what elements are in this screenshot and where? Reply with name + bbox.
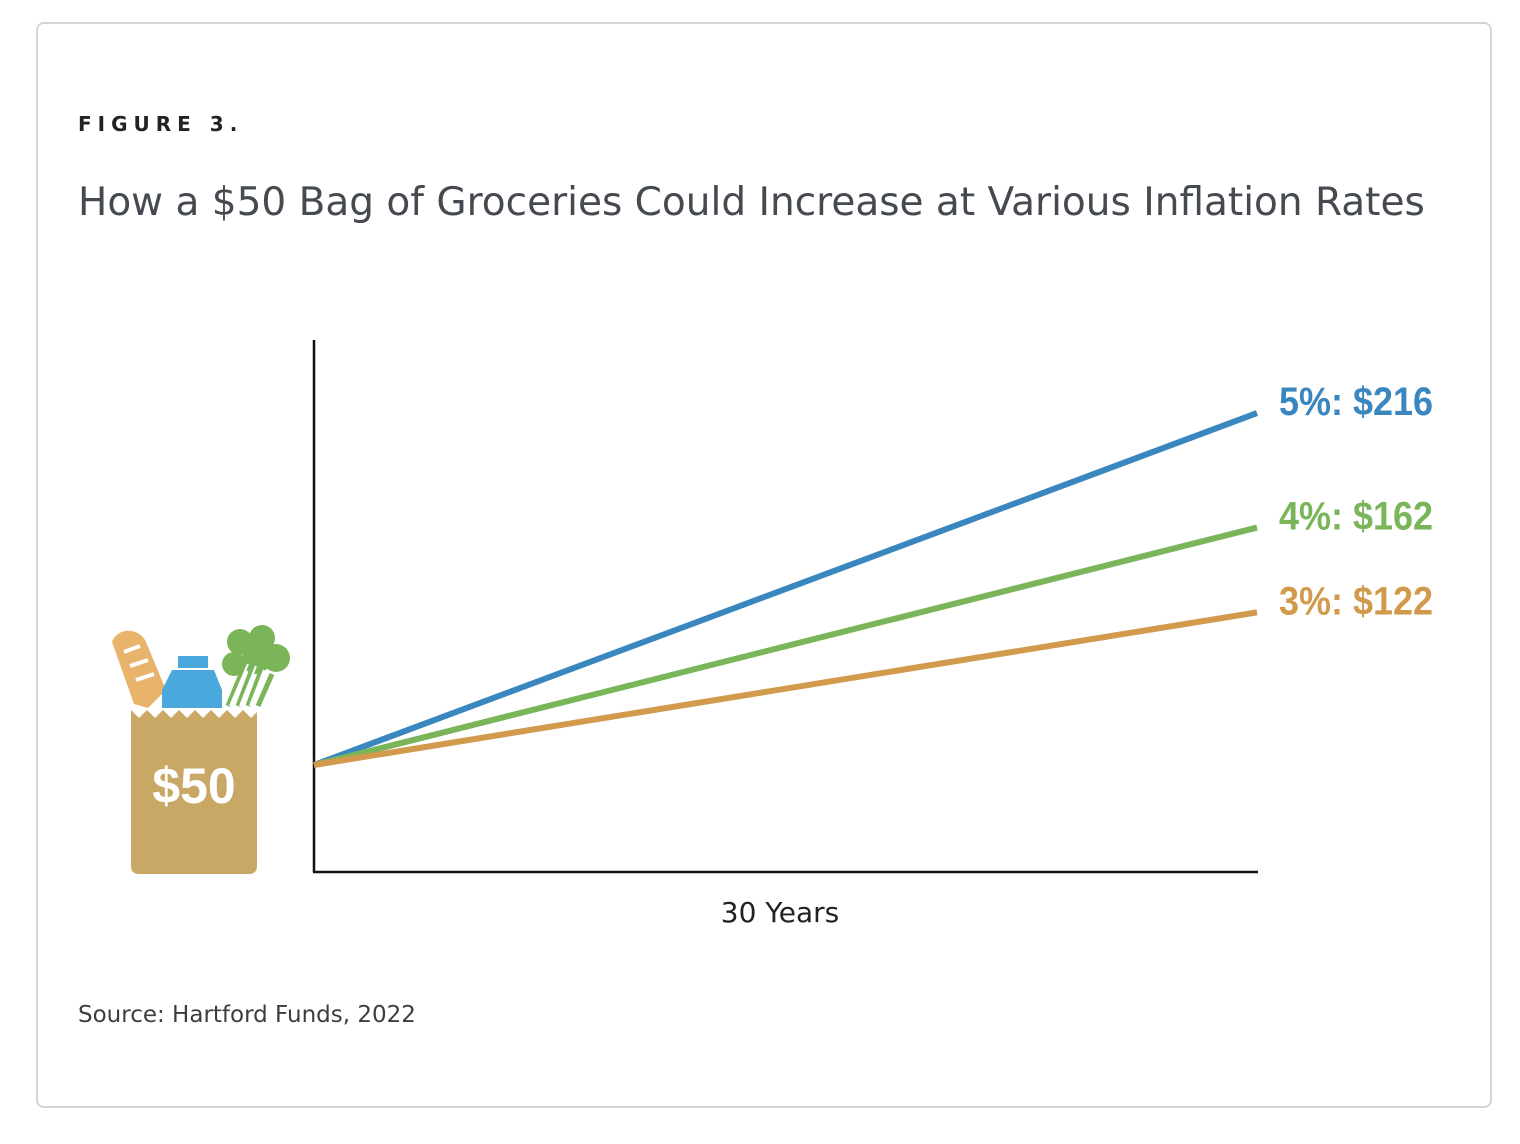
milk-carton-icon — [162, 656, 222, 708]
grocery-bag-icon: $50 — [112, 625, 290, 874]
lettuce-icon — [222, 625, 290, 708]
series-label-3pct: 3%: $122 — [1279, 579, 1433, 623]
series-line-4pct — [313, 524, 1258, 768]
series-label-4pct: 4%: $162 — [1279, 495, 1433, 539]
x-axis-label: 30 Years — [721, 896, 839, 929]
bread-icon — [112, 630, 166, 708]
figure-label: FIGURE 3. — [78, 112, 244, 136]
figure-title: How a $50 Bag of Groceries Could Increas… — [78, 180, 1425, 225]
bag-price-label: $50 — [152, 758, 235, 814]
series-layer: 5%: $216 4%: $162 3%: $122 — [312, 380, 1433, 768]
figure-card — [36, 22, 1492, 1108]
series-line-3pct — [313, 609, 1258, 768]
series-line-5pct — [312, 410, 1259, 768]
series-label-5pct: 5%: $216 — [1279, 380, 1433, 424]
source-note: Source: Hartford Funds, 2022 — [78, 1002, 416, 1028]
